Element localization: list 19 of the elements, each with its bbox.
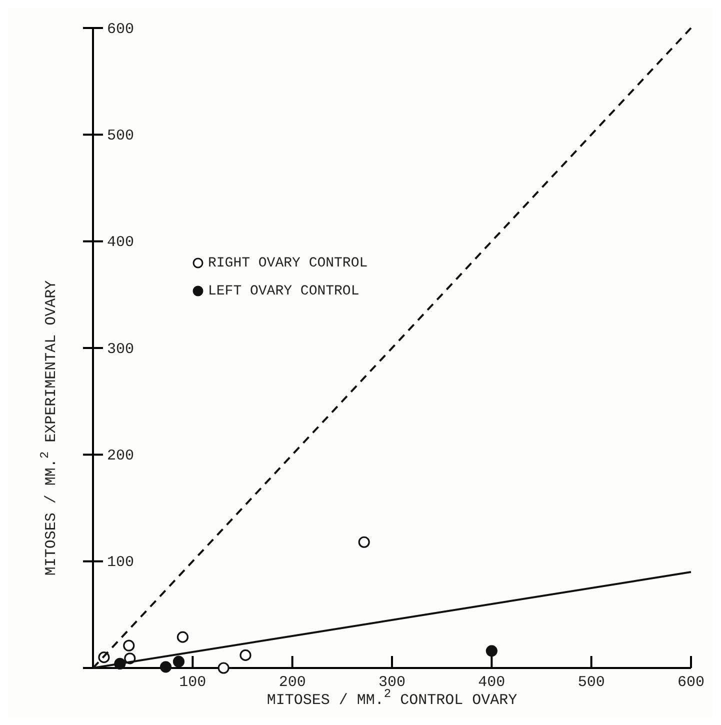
y-tick-label: 600	[107, 20, 134, 38]
point	[240, 649, 252, 661]
y-tick-label: 500	[107, 127, 134, 144]
point	[218, 662, 230, 674]
point	[176, 631, 188, 643]
y-tick-label: 400	[107, 234, 134, 252]
legend-label: LEFT OVARY CONTROL	[208, 284, 360, 300]
legend-label: RIGHT OVARY CONTROL	[208, 256, 368, 272]
point	[123, 640, 135, 652]
x-tick-label: 100	[179, 674, 206, 691]
point	[358, 536, 370, 548]
y-tick-label: 200	[107, 447, 134, 464]
point	[160, 661, 172, 673]
point	[486, 645, 498, 657]
y-tick-label: 300	[107, 340, 134, 358]
point	[172, 656, 185, 668]
x-tick-label: 500	[578, 674, 605, 691]
y-tick-label: 100	[107, 554, 134, 572]
x-tick-label: 600	[677, 674, 705, 691]
